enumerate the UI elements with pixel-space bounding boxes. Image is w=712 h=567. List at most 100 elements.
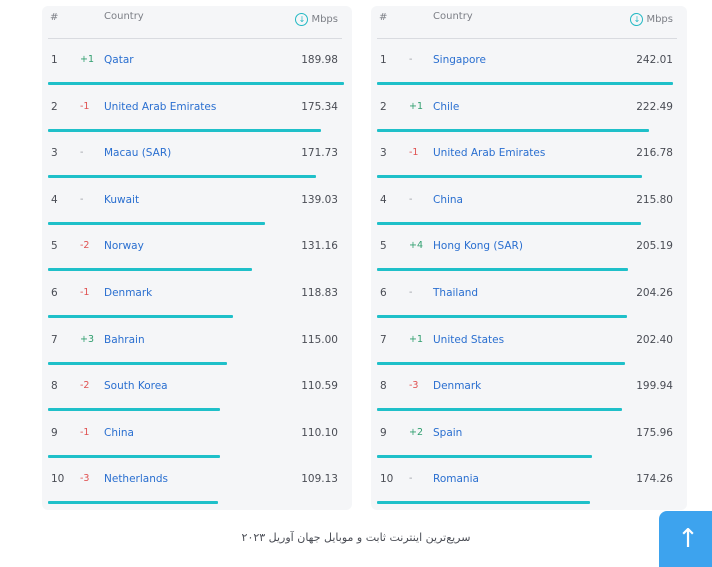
unit-column-header: ↓ Mbps: [630, 13, 673, 26]
table-row: 8 -2 South Korea 110.59: [42, 368, 352, 414]
rank-change-cell: +3: [80, 333, 95, 345]
rank-change-cell: -1: [80, 287, 90, 298]
rank-cell: 9: [380, 426, 387, 439]
table-row: 8 -3 Denmark 199.94: [371, 368, 687, 414]
rank-cell: 7: [380, 333, 387, 346]
speed-table-left: # Country ↓ Mbps 1 +1 Qatar 189.98 2 -1 United…: [42, 6, 352, 510]
country-link[interactable]: Netherlands: [104, 473, 169, 486]
speed-bar: [48, 128, 321, 132]
country-link[interactable]: South Korea: [104, 380, 168, 393]
download-circle-icon: ↓: [630, 13, 644, 26]
rank-cell: 5: [51, 240, 58, 253]
country-link[interactable]: Bahrain: [104, 333, 145, 346]
table-row: 4 - Kuwait 139.03: [42, 182, 352, 228]
speed-cell: 118.83: [301, 287, 338, 299]
rank-change-cell: -3: [80, 473, 90, 485]
speed-bar: [48, 315, 233, 318]
country-link[interactable]: Qatar: [104, 54, 134, 66]
speed-bar: [377, 361, 625, 365]
rank-cell: 5: [380, 240, 387, 253]
rank-change-cell: -1: [409, 147, 419, 159]
speed-cell: 199.94: [636, 380, 673, 393]
table-row: 3 -1 United Arab Emirates 216.78: [371, 135, 687, 181]
speed-bar: [377, 175, 642, 179]
rank-cell: 3: [380, 147, 387, 160]
table-row: 5 -2 Norway 131.16: [42, 228, 352, 274]
rank-cell: 8: [51, 380, 58, 393]
header-divider: [48, 38, 342, 39]
speed-cell: 189.98: [301, 54, 338, 66]
country-link[interactable]: Thailand: [433, 287, 479, 299]
rank-cell: 6: [51, 287, 58, 299]
speed-cell: 202.40: [636, 333, 673, 346]
speed-cell: 115.00: [301, 333, 338, 346]
rank-cell: 2: [380, 100, 387, 113]
country-link[interactable]: Denmark: [433, 380, 482, 393]
speed-bar: [48, 82, 344, 85]
table-header: # Country ↓ Mbps: [371, 6, 687, 38]
table-row: 6 - Thailand 204.26: [371, 275, 687, 321]
country-link[interactable]: China: [433, 193, 463, 206]
table-row: 7 +3 Bahrain 115.00: [42, 322, 352, 368]
speed-cell: 242.01: [636, 54, 673, 66]
speed-cell: 175.34: [301, 100, 338, 113]
speed-bar: [48, 175, 316, 179]
country-link[interactable]: Hong Kong (SAR): [433, 240, 523, 253]
rank-change-cell: -2: [80, 240, 90, 252]
country-link[interactable]: United Arab Emirates: [104, 100, 217, 113]
table-row: 2 -1 United Arab Emirates 175.34: [42, 89, 352, 135]
speed-cell: 110.10: [301, 426, 338, 439]
country-link[interactable]: China: [104, 426, 134, 439]
table-row: 3 - Macau (SAR) 171.73: [42, 135, 352, 181]
speed-bar: [48, 361, 227, 365]
rank-cell: 2: [51, 100, 58, 113]
table-row: 7 +1 United States 202.40: [371, 322, 687, 368]
table-row: 5 +4 Hong Kong (SAR) 205.19: [371, 228, 687, 274]
rank-cell: 1: [51, 54, 58, 66]
speed-cell: 131.16: [301, 240, 338, 253]
country-link[interactable]: United States: [433, 333, 505, 346]
image-caption: سریع‌ترین اینترنت ثابت و موبایل جهان آور…: [241, 531, 471, 544]
unit-label: Mbps: [311, 14, 338, 25]
rank-change-cell: +1: [409, 100, 424, 112]
country-column-header: Country: [104, 11, 144, 22]
country-link[interactable]: Kuwait: [104, 193, 140, 206]
country-link[interactable]: Spain: [433, 426, 463, 439]
rank-column-header: #: [50, 12, 59, 23]
table-row: 2 +1 Chile 222.49: [371, 89, 687, 135]
speed-bar: [377, 315, 627, 318]
rank-change-cell: +1: [80, 54, 95, 65]
speed-cell: 222.49: [636, 100, 673, 113]
speed-bar: [48, 221, 265, 225]
speed-cell: 139.03: [301, 193, 338, 206]
speed-cell: 216.78: [636, 147, 673, 160]
table-row: 1 +1 Qatar 189.98: [42, 42, 352, 88]
country-link[interactable]: Macau (SAR): [104, 147, 172, 160]
rank-change-cell: +2: [409, 426, 424, 438]
country-link[interactable]: United Arab Emirates: [433, 147, 546, 160]
speed-cell: 109.13: [301, 473, 338, 486]
table-row: 10 - Romania 174.26: [371, 461, 687, 507]
speed-bar: [377, 268, 628, 272]
rank-change-cell: -3: [409, 380, 419, 392]
rank-change-cell: +1: [409, 333, 424, 345]
speed-bar: [377, 454, 592, 458]
speed-bar: [377, 82, 673, 85]
country-link[interactable]: Denmark: [104, 287, 153, 299]
speed-bar: [48, 454, 220, 458]
rank-cell: 4: [380, 193, 387, 206]
speed-cell: 205.19: [636, 240, 673, 253]
speed-cell: 175.96: [636, 426, 673, 439]
speed-bar: [377, 128, 649, 132]
rank-change-cell: -1: [80, 100, 90, 112]
country-link[interactable]: Singapore: [433, 54, 486, 66]
scroll-to-top-button[interactable]: ↑: [659, 511, 712, 567]
rank-change-cell: -1: [80, 426, 90, 438]
rank-cell: 10: [380, 473, 394, 486]
header-divider: [377, 38, 677, 39]
country-link[interactable]: Romania: [433, 473, 479, 486]
country-link[interactable]: Norway: [104, 240, 144, 253]
rank-change-cell: -: [80, 147, 84, 159]
country-link[interactable]: Chile: [433, 100, 460, 113]
table-row: 9 +2 Spain 175.96: [371, 415, 687, 461]
